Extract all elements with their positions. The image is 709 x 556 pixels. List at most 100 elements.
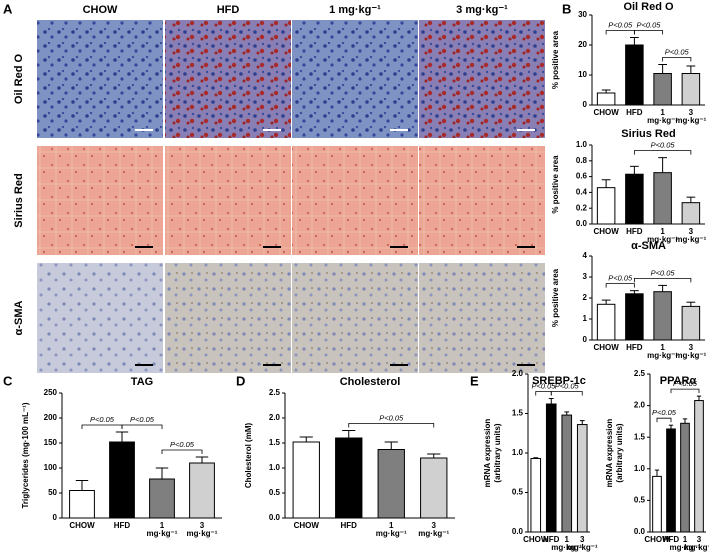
annotation: P<0.05 — [665, 47, 690, 56]
x-tick-label: CHOW — [593, 343, 619, 352]
y-tick-label: 1.0 — [512, 448, 524, 457]
x-tick-label: CHOW — [593, 227, 619, 236]
y-tick-label: 0.5 — [269, 488, 281, 497]
bar — [625, 44, 644, 106]
annotation: P<0.05 — [555, 381, 580, 390]
y-tick-label: 100 — [44, 463, 58, 472]
x-tick-label: 1 mg·kg⁻¹ — [647, 343, 678, 360]
y-tick-label: 30 — [578, 10, 587, 19]
x-tick-label: CHOW — [69, 521, 95, 530]
micrograph — [292, 263, 418, 373]
panel-label: A — [3, 1, 13, 16]
x-tick-label: CHOW — [294, 521, 320, 530]
bar — [596, 303, 616, 341]
y-axis-label: (arbitrary units) — [615, 423, 624, 482]
bar — [653, 172, 672, 225]
annotation: P<0.05 — [170, 440, 195, 449]
micrograph — [37, 263, 163, 373]
x-tick-label: 1 mg·kg⁻¹ — [376, 521, 407, 538]
x-tick-label: 3mg·kg⁻¹ — [684, 535, 709, 552]
y-tick-label: 0.6 — [576, 172, 588, 181]
y-axis-label: mRNA expression — [483, 419, 492, 488]
column-label: HFD — [217, 4, 240, 16]
y-axis-label: % positive area — [551, 268, 560, 327]
bar — [69, 490, 95, 519]
bar — [625, 293, 644, 341]
bar — [694, 400, 704, 533]
y-tick-label: 1.5 — [269, 438, 281, 447]
micrograph — [165, 263, 291, 373]
annotation: P<0.05 — [130, 415, 155, 424]
y-tick-label: 3 — [583, 272, 588, 281]
micrograph — [37, 146, 163, 255]
micrograph — [37, 20, 163, 138]
significance-bracket — [348, 423, 435, 428]
x-tick-label: HFD — [341, 521, 358, 530]
y-tick-label: 1.0 — [576, 140, 588, 149]
y-tick-label: 200 — [44, 413, 58, 422]
x-tick-label: 1 mg·kg⁻¹ — [147, 521, 178, 538]
x-tick-label: CHOW — [593, 108, 619, 117]
x-tick-label: 1 mg·kg⁻¹ — [647, 108, 678, 125]
y-tick-label: 1.5 — [512, 409, 524, 418]
micrograph — [292, 20, 418, 138]
y-tick-label: 1.0 — [634, 464, 646, 473]
bar — [109, 441, 135, 519]
y-tick-label: 0.0 — [269, 513, 281, 522]
bar — [596, 187, 616, 225]
bar — [680, 422, 690, 533]
y-tick-label: 2.0 — [512, 369, 524, 378]
micrograph — [292, 146, 418, 255]
annotation: P<0.05 — [532, 381, 557, 390]
chart-title: TAG — [131, 376, 153, 388]
y-tick-label: 4 — [583, 251, 588, 260]
x-tick-label: HFD — [663, 535, 680, 544]
y-tick-label: 0.0 — [512, 527, 524, 536]
significance-bracket — [605, 30, 635, 35]
y-tick-label: 2 — [583, 293, 588, 302]
bar — [653, 73, 672, 106]
y-tick-label: 20 — [578, 40, 587, 49]
significance-bracket — [161, 449, 203, 454]
y-tick-label: 50 — [48, 488, 57, 497]
bar — [420, 457, 448, 519]
y-tick-label: 0.5 — [634, 496, 646, 505]
column-label: 3 mg·kg⁻¹ — [456, 4, 508, 16]
bar — [530, 458, 542, 533]
chart-title: PPARα — [660, 375, 697, 387]
chart-title: α-SMA — [631, 240, 666, 252]
micrograph — [419, 20, 545, 138]
y-tick-label: 1.5 — [634, 432, 646, 441]
bar — [666, 428, 676, 533]
x-tick-label: HFD — [626, 108, 643, 117]
y-tick-label: 2.5 — [269, 388, 281, 397]
annotation: P<0.05 — [608, 274, 633, 283]
y-axis-label: mRNA expression — [605, 419, 614, 488]
significance-bracket — [670, 388, 700, 394]
panel-label: D — [236, 373, 245, 388]
y-tick-label: 0 — [583, 100, 588, 109]
row-label: Sirius Red — [13, 173, 25, 227]
significance-bracket — [633, 30, 664, 35]
panel-label: B — [562, 1, 571, 16]
y-tick-label: 2.0 — [269, 413, 281, 422]
chart-title: Sirius Red — [621, 128, 675, 140]
bar — [653, 291, 672, 341]
significance-bracket — [633, 278, 692, 283]
significance-bracket — [656, 417, 672, 423]
y-tick-label: 150 — [44, 438, 58, 447]
y-axis-label: Cholesterol (mM) — [244, 423, 253, 489]
x-tick-label: 1 mg·kg⁻¹ — [647, 227, 678, 244]
chart-title: Cholesterol — [340, 376, 401, 388]
significance-bracket — [81, 424, 123, 429]
column-label: CHOW — [83, 4, 118, 16]
x-tick-label: HFD — [626, 343, 643, 352]
micrograph-grid — [37, 20, 545, 373]
bar — [149, 478, 175, 519]
chart-title: SREBP-1c — [532, 375, 586, 387]
